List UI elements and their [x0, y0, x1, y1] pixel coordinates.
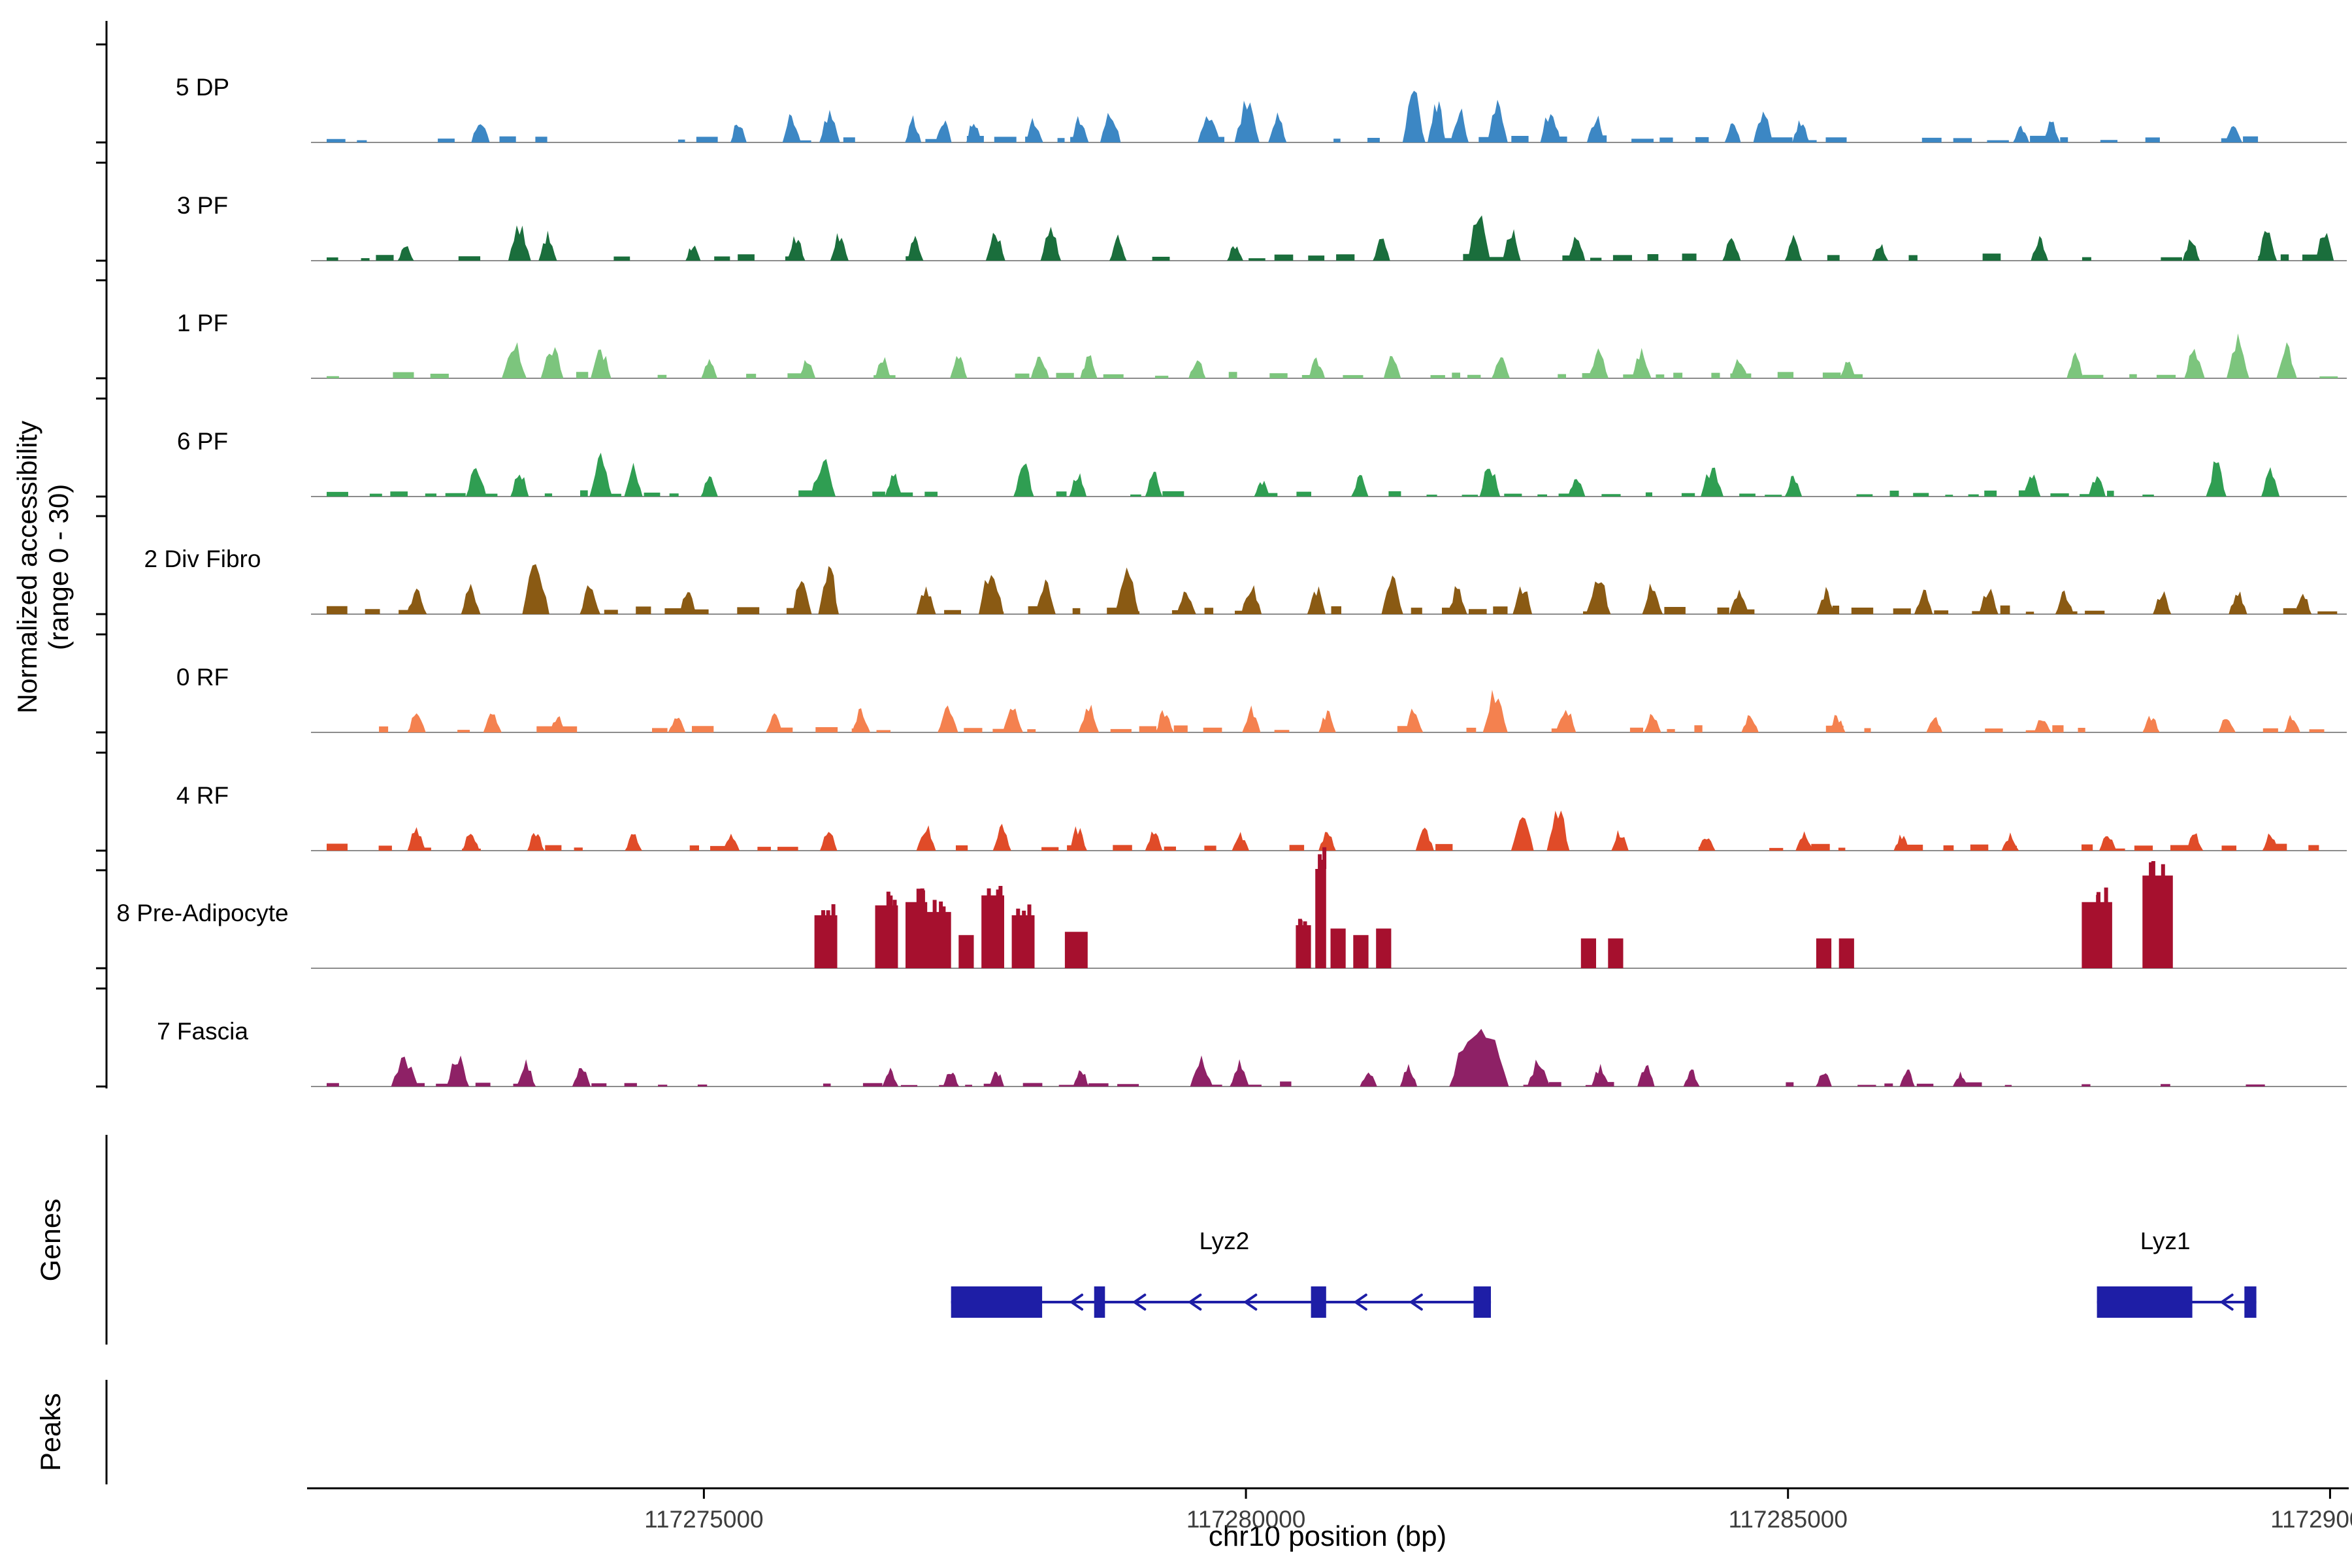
strand-direction-arrow-icon: [1353, 1294, 1367, 1311]
accessibility-track: 5 DP: [176, 74, 2347, 143]
track-signal: [327, 810, 2319, 851]
genes-panel-label: Genes: [35, 1199, 67, 1282]
gene-exon: [1311, 1286, 1326, 1318]
track-label: 4 RF: [176, 782, 229, 809]
gene-exon: [1094, 1286, 1105, 1318]
x-axis-tick-label: 117275000: [644, 1506, 763, 1533]
gene-exon: [2097, 1286, 2193, 1318]
y-axis-label-line1: Normalized accessibility: [12, 421, 42, 713]
track-signal: [327, 215, 2334, 261]
strand-direction-arrow-icon: [1069, 1294, 1084, 1311]
x-axis-title: chr10 position (bp): [1209, 1520, 1446, 1552]
x-axis-tick-label: 117290000: [2270, 1506, 2352, 1533]
strand-direction-arrow-icon: [1187, 1294, 1202, 1311]
track-signal: [814, 847, 2173, 968]
gene-model-lyz1: Lyz1: [2097, 1228, 2257, 1318]
track-signal: [327, 564, 2338, 614]
track-label: 5 DP: [176, 74, 229, 101]
track-signal: [327, 452, 2280, 497]
track-label: 8 Pre-Adipocyte: [116, 900, 288, 926]
strand-direction-arrow-icon: [2219, 1294, 2234, 1311]
strand-direction-arrow-icon: [1132, 1294, 1147, 1311]
accessibility-track: 4 RF: [176, 782, 2347, 851]
accessibility-track: 1 PF: [177, 310, 2347, 379]
track-signal: [327, 333, 2338, 378]
accessibility-track: 0 RF: [176, 664, 2347, 733]
strand-direction-arrow-icon: [1409, 1294, 1423, 1311]
x-axis-tick-label: 117285000: [1729, 1506, 1848, 1533]
accessibility-track: 2 Div Fibro: [144, 546, 2347, 615]
peaks-panel-label: Peaks: [35, 1393, 67, 1471]
y-axis-label-line2: (range 0 - 30): [43, 484, 74, 650]
accessibility-track: 8 Pre-Adipocyte: [116, 847, 2347, 969]
genes-layer: Lyz2 Lyz1: [951, 1228, 2257, 1318]
track-label: 7 Fascia: [157, 1018, 248, 1045]
accessibility-track: 3 PF: [177, 192, 2347, 261]
axes-layer: 117275000 117280000 117285000 117290000: [96, 21, 2352, 1533]
gene-exon: [951, 1286, 1043, 1318]
track-label: 0 RF: [176, 664, 229, 691]
accessibility-track: 7 Fascia: [157, 1018, 2347, 1087]
x-axis-tick-label: 117280000: [1186, 1506, 1305, 1533]
track-label: 1 PF: [177, 310, 228, 336]
gene-exon: [1473, 1286, 1491, 1318]
track-label: 2 Div Fibro: [144, 546, 261, 572]
gene-name-label: Lyz2: [1199, 1228, 1249, 1254]
tracks-layer: 5 DP 3 PF 1 PF 6 PF 2 Div Fibro 0 RF 4 RF 8 Pre…: [116, 74, 2347, 1087]
accessibility-track: 6 PF: [177, 428, 2347, 497]
gene-model-lyz2: Lyz2: [951, 1228, 1492, 1318]
track-signal: [327, 1028, 2265, 1086]
track-signal: [379, 689, 2325, 732]
gene-exon: [2244, 1286, 2257, 1318]
track-label: 3 PF: [177, 192, 228, 219]
track-label: 6 PF: [177, 428, 228, 455]
track-signal: [327, 90, 2259, 142]
strand-direction-arrow-icon: [1243, 1294, 1258, 1311]
gene-name-label: Lyz1: [2140, 1228, 2191, 1254]
